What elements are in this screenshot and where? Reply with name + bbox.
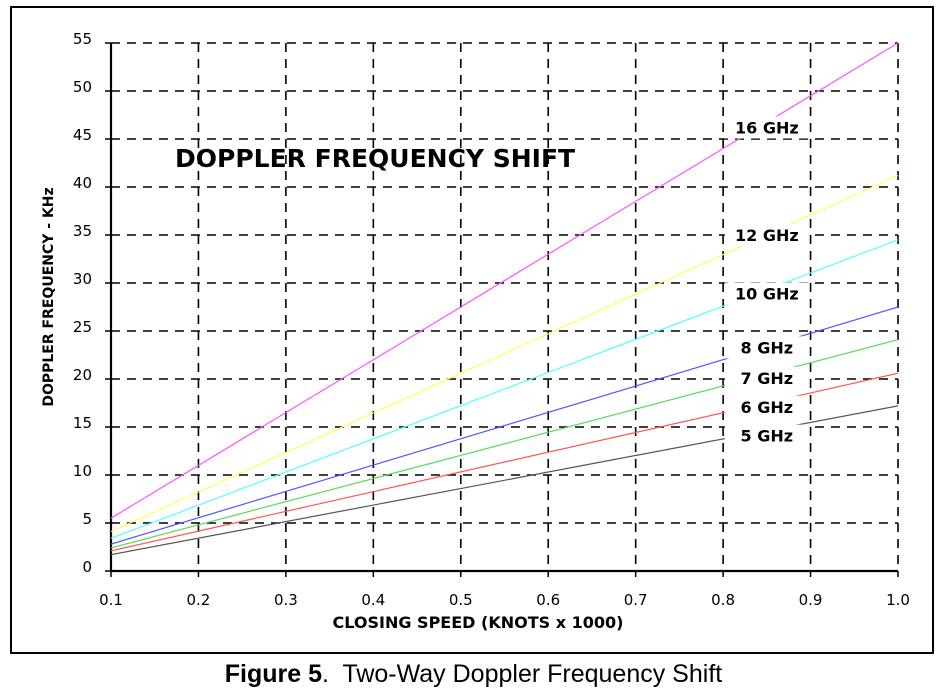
x-tick-label: 0.4 — [361, 591, 385, 609]
x-tick-label: 0.1 — [99, 591, 123, 609]
y-tick-label: 35 — [73, 222, 92, 240]
series-label: 16 GHz — [735, 118, 799, 137]
figure-frame — [10, 6, 934, 654]
series-label-background — [724, 367, 809, 390]
series-label-background — [724, 282, 809, 305]
series-label-background — [724, 395, 809, 418]
y-tick-label: 10 — [73, 462, 92, 480]
series-label: 7 GHz — [741, 369, 794, 388]
y-tick-label: 20 — [73, 366, 92, 384]
x-axis-label: CLOSING SPEED (KNOTS x 1000) — [333, 613, 624, 632]
series-label: 12 GHz — [735, 226, 799, 245]
x-tick-label: 0.5 — [449, 591, 473, 609]
caption-text: Two-Way Doppler Frequency Shift — [342, 660, 723, 688]
series-line — [110, 42, 899, 519]
series-label: 5 GHz — [741, 427, 794, 446]
y-tick-label: 5 — [82, 510, 92, 528]
x-tick-label: 0.7 — [624, 591, 648, 609]
y-tick-label: 15 — [73, 414, 92, 432]
series-label: 10 GHz — [735, 285, 799, 304]
x-tick-label: 0.3 — [274, 591, 298, 609]
x-tick-label: 0.8 — [711, 591, 735, 609]
chart-title: DOPPLER FREQUENCY SHIFT — [175, 144, 575, 173]
y-tick-label: 50 — [73, 78, 92, 96]
y-tick-label: 45 — [73, 126, 92, 144]
y-tick-label: 30 — [73, 270, 92, 288]
x-tick-label: 0.9 — [799, 591, 823, 609]
caption-separator: . — [322, 660, 329, 688]
x-tick-label: 1.0 — [886, 591, 910, 609]
y-tick-label: 55 — [73, 30, 92, 48]
series-label-background — [724, 336, 809, 359]
series-label: 8 GHz — [741, 338, 794, 357]
x-tick-label: 0.6 — [536, 591, 560, 609]
x-tick-label: 0.2 — [187, 591, 211, 609]
series-label-background — [724, 116, 809, 139]
y-tick-label: 0 — [82, 558, 92, 576]
figure-caption: Figure 5. Two-Way Doppler Frequency Shif… — [0, 660, 947, 689]
doppler-chart: 16 GHz 12 GHz 10 GHz 8 GHz 7 GHz 6 GHz 5 GHz 0… — [41, 30, 910, 632]
series-label-background — [724, 424, 809, 447]
series-label: 6 GHz — [741, 398, 794, 417]
figure-label: Figure 5 — [224, 660, 323, 688]
series-label-background — [724, 224, 809, 246]
y-tick-label: 40 — [73, 174, 92, 192]
y-axis-label: DOPPLER FREQUENCY - KHz — [41, 187, 57, 406]
y-tick-label: 25 — [73, 318, 92, 336]
